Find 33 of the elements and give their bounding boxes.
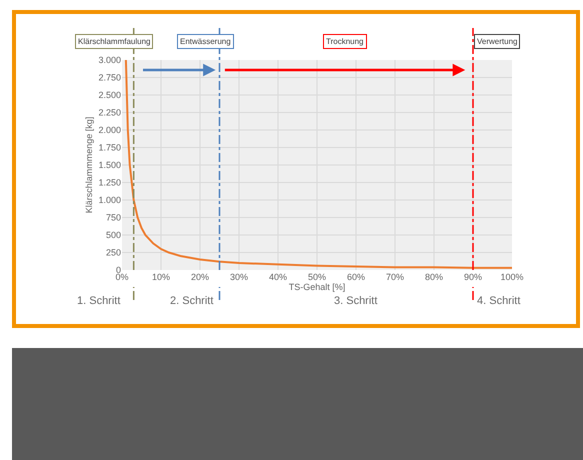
y-tick-label: 1.750 bbox=[98, 142, 121, 153]
x-tick-label: 40% bbox=[268, 272, 288, 282]
x-tick-label: 80% bbox=[424, 272, 444, 282]
y-tick-label: 1.250 bbox=[98, 178, 121, 188]
text: Klärschlammfaulung bbox=[78, 37, 150, 46]
y-tick-label: 2.000 bbox=[98, 125, 121, 136]
y-tick-label: 500 bbox=[106, 230, 121, 240]
y-tick-label: 2.250 bbox=[98, 108, 121, 118]
y-tick-label: 2.500 bbox=[98, 90, 121, 100]
text: 1. Schritt bbox=[77, 295, 120, 307]
x-axis-title: TS-Gehalt [%] bbox=[288, 282, 346, 292]
y-tick-label: 1.500 bbox=[98, 160, 121, 170]
text: Verwertung bbox=[477, 37, 518, 46]
y-tick-label: 250 bbox=[106, 248, 121, 258]
y-tick-label: 750 bbox=[106, 212, 121, 223]
y-tick-label: 1.000 bbox=[98, 195, 121, 206]
x-tick-label: 50% bbox=[308, 272, 326, 282]
y-tick-label: 2.750 bbox=[98, 72, 121, 83]
x-tick-label: 70% bbox=[386, 272, 404, 282]
x-tick-label: 20% bbox=[190, 272, 210, 282]
y-tick-label: 3.000 bbox=[98, 55, 121, 66]
x-tick-label: 30% bbox=[230, 272, 248, 282]
x-tick-label: 90% bbox=[464, 272, 482, 282]
x-tick-label: 10% bbox=[152, 272, 170, 282]
x-tick-label: 60% bbox=[346, 272, 366, 282]
x-tick-label: 100% bbox=[500, 272, 524, 282]
text: 4. Schritt bbox=[477, 295, 520, 307]
text: Entwässerung bbox=[180, 37, 231, 46]
text: 2. Schritt bbox=[170, 295, 214, 307]
text: 3. Schritt bbox=[334, 295, 378, 307]
x-tick-label: 0% bbox=[115, 272, 129, 282]
y-axis-title: Klärschlammmenge [kg] bbox=[84, 116, 94, 214]
text: Trocknung bbox=[326, 37, 364, 46]
